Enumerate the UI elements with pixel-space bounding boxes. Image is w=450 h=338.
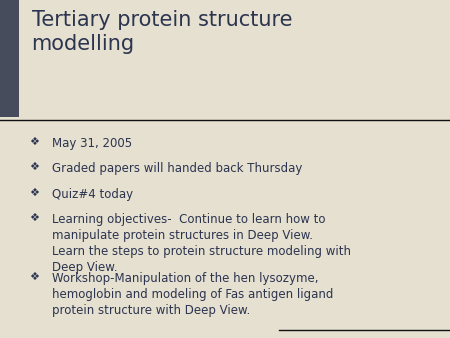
Text: ❖: ❖ xyxy=(29,137,39,147)
Text: Graded papers will handed back Thursday: Graded papers will handed back Thursday xyxy=(52,162,302,175)
Text: Tertiary protein structure
modelling: Tertiary protein structure modelling xyxy=(32,10,292,54)
Text: ❖: ❖ xyxy=(29,162,39,172)
Text: ❖: ❖ xyxy=(29,213,39,223)
Text: Quiz#4 today: Quiz#4 today xyxy=(52,188,133,200)
FancyBboxPatch shape xyxy=(0,0,19,117)
Text: Learning objectives-  Continue to learn how to
manipulate protein structures in : Learning objectives- Continue to learn h… xyxy=(52,213,351,274)
Text: ❖: ❖ xyxy=(29,188,39,198)
Text: May 31, 2005: May 31, 2005 xyxy=(52,137,132,150)
Text: Workshop-Manipulation of the hen lysozyme,
hemoglobin and modeling of Fas antige: Workshop-Manipulation of the hen lysozym… xyxy=(52,272,333,317)
Text: ❖: ❖ xyxy=(29,272,39,282)
